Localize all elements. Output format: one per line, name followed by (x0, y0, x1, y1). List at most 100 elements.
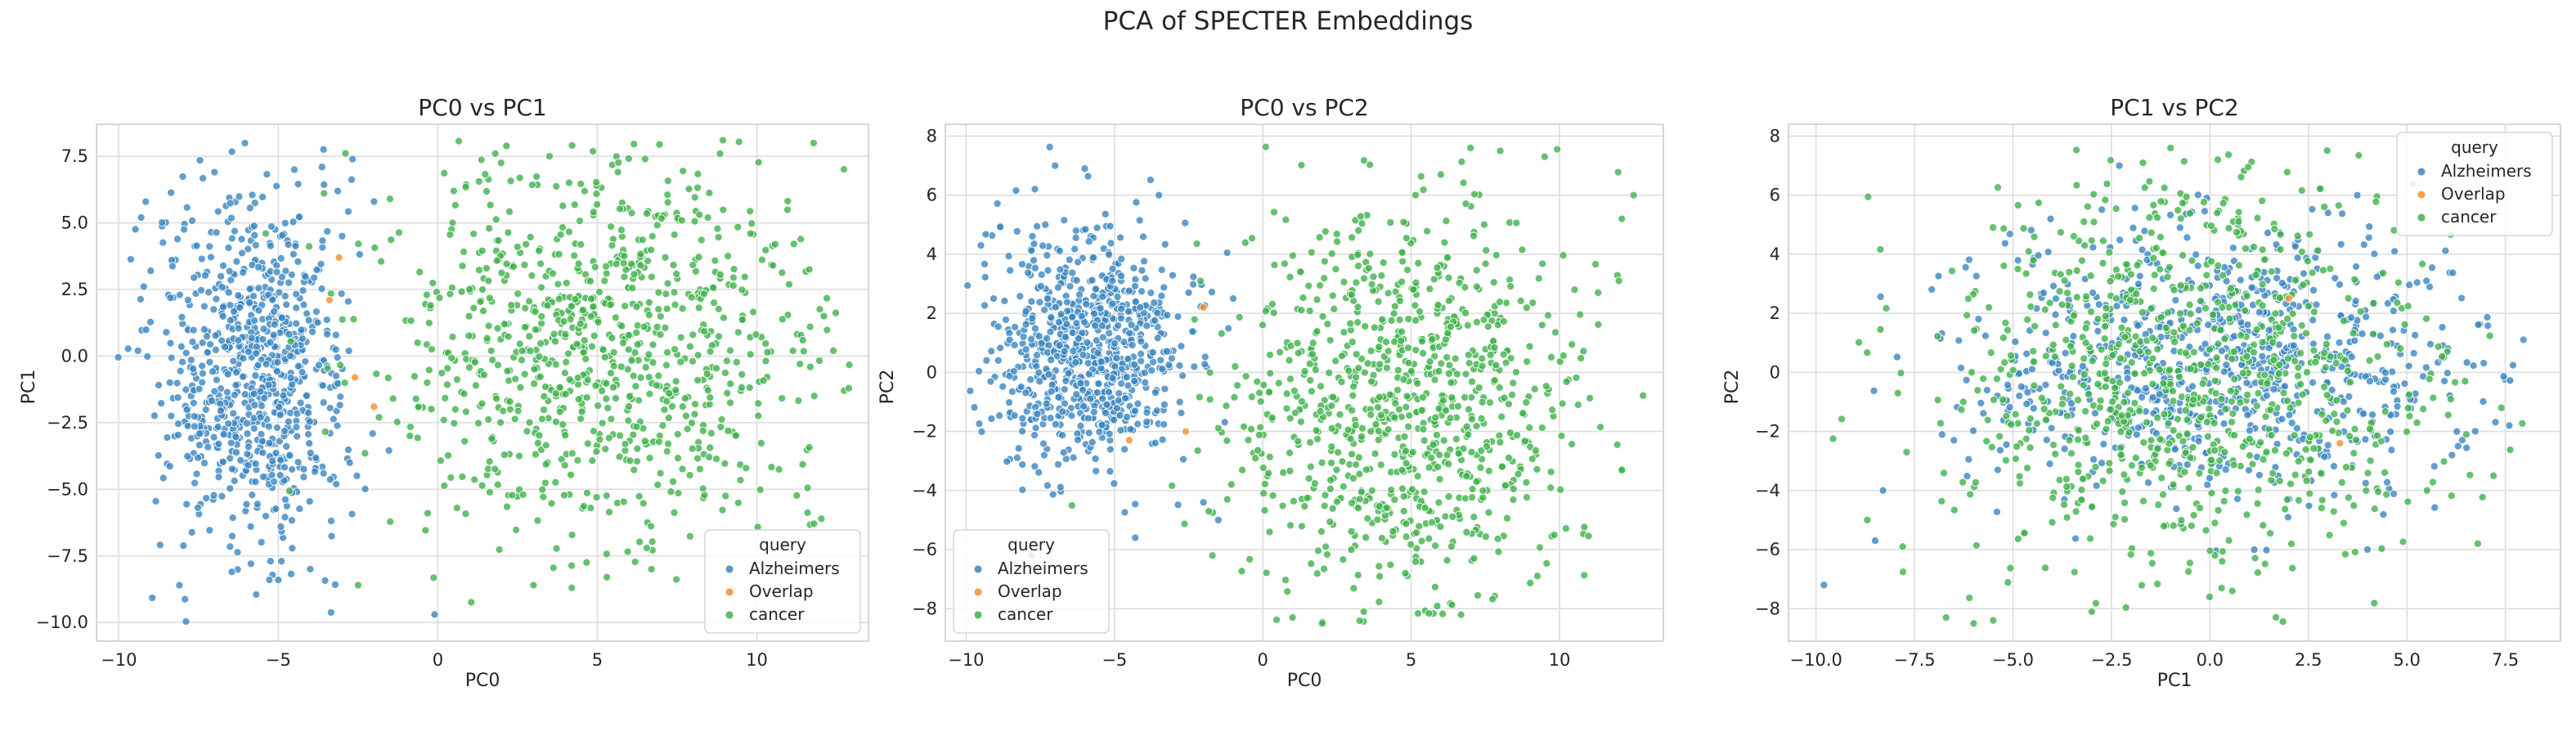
point-cancer (573, 456, 582, 465)
point-cancer (1399, 375, 1408, 384)
point-cancer (1442, 217, 1451, 226)
point-cancer (738, 285, 747, 294)
point-cancer (2049, 340, 2058, 349)
point-cancer (2072, 293, 2081, 302)
point-alzheimers (1956, 363, 1966, 372)
point-alzheimers (1869, 386, 1878, 395)
point-alzheimers (173, 430, 182, 439)
point-alzheimers (206, 253, 215, 262)
x-axis-label: PC0 (465, 671, 500, 691)
point-cancer (1317, 527, 1326, 536)
point-cancer (1402, 234, 1411, 243)
point-alzheimers (2183, 460, 2192, 469)
point-alzheimers (213, 207, 222, 216)
point-alzheimers (284, 417, 293, 426)
point-cancer (446, 289, 455, 298)
point-cancer (1463, 321, 1472, 330)
point-cancer (518, 490, 527, 499)
point-alzheimers (1074, 334, 1083, 343)
point-cancer (2305, 489, 2314, 498)
point-alzheimers (1937, 430, 1946, 439)
point-cancer (627, 259, 636, 268)
point-alzheimers (1060, 399, 1070, 408)
point-alzheimers (1974, 315, 1983, 324)
point-cancer (1329, 393, 1338, 402)
point-cancer (507, 301, 516, 310)
point-cancer (792, 491, 801, 500)
point-cancer (2169, 426, 2178, 435)
point-cancer (712, 455, 721, 464)
point-cancer (1376, 411, 1385, 420)
point-alzheimers (236, 456, 245, 464)
point-alzheimers (2130, 204, 2139, 213)
point-alzheimers (1043, 334, 1052, 343)
point-cancer (1513, 431, 1522, 440)
point-cancer (1285, 448, 1295, 457)
point-cancer (2238, 442, 2247, 451)
point-cancer (586, 504, 595, 513)
point-cancer (774, 464, 783, 474)
point-alzheimers (1149, 357, 1158, 366)
point-alzheimers (307, 327, 317, 336)
point-cancer (1269, 308, 1278, 317)
point-cancer (1398, 327, 1407, 336)
point-alzheimers (2422, 276, 2431, 285)
point-cancer (1497, 462, 1506, 471)
point-cancer (1936, 419, 1945, 428)
point-cancer (483, 464, 492, 473)
point-cancer (1443, 451, 1452, 460)
legend-marker-alzheimers (725, 564, 734, 574)
point-cancer (568, 583, 577, 592)
point-cancer (461, 407, 470, 416)
point-alzheimers (1043, 294, 1052, 303)
point-cancer (1965, 594, 1974, 603)
point-cancer (644, 373, 653, 382)
point-alzheimers (2098, 205, 2107, 214)
point-cancer (1540, 152, 1549, 161)
point-cancer (1316, 406, 1325, 415)
point-alzheimers (1062, 320, 1071, 329)
point-alzheimers (980, 259, 990, 268)
point-cancer (1374, 297, 1383, 306)
point-cancer (515, 173, 524, 182)
point-cancer (1237, 567, 1246, 576)
point-alzheimers (1098, 394, 1107, 403)
point-cancer (534, 246, 544, 255)
point-cancer (1355, 469, 1364, 478)
point-alzheimers (1093, 348, 1102, 357)
point-cancer (2317, 469, 2326, 478)
point-alzheimers (1108, 276, 1117, 285)
point-cancer (2294, 398, 2303, 407)
point-cancer (2118, 487, 2127, 496)
point-alzheimers (1079, 402, 1088, 411)
point-cancer (511, 375, 520, 384)
point-cancer (1375, 343, 1384, 352)
point-cancer (1294, 437, 1303, 446)
point-cancer (1420, 436, 1429, 445)
point-alzheimers (1136, 303, 1145, 312)
point-cancer (512, 525, 521, 535)
point-alzheimers (1095, 428, 1104, 437)
point-cancer (2446, 395, 2455, 404)
point-cancer (1501, 358, 1510, 367)
point-alzheimers (1079, 350, 1088, 360)
point-cancer (2259, 455, 2268, 464)
point-cancer (705, 452, 714, 461)
point-cancer (550, 337, 560, 346)
point-cancer (1435, 474, 1444, 484)
legend-entry-cancer: cancer (749, 604, 805, 624)
point-alzheimers (158, 218, 167, 227)
point-alzheimers (226, 542, 235, 551)
point-cancer (2462, 430, 2471, 439)
point-alzheimers (258, 334, 267, 344)
point-cancer (2153, 413, 2162, 423)
point-alzheimers (2358, 330, 2367, 339)
point-alzheimers (305, 417, 314, 426)
point-alzheimers (294, 180, 303, 189)
point-alzheimers (1133, 399, 1142, 408)
point-alzheimers (281, 267, 290, 276)
point-cancer (2087, 502, 2097, 511)
point-alzheimers (1059, 448, 1068, 457)
point-alzheimers (2034, 251, 2043, 260)
point-cancer (505, 405, 514, 414)
